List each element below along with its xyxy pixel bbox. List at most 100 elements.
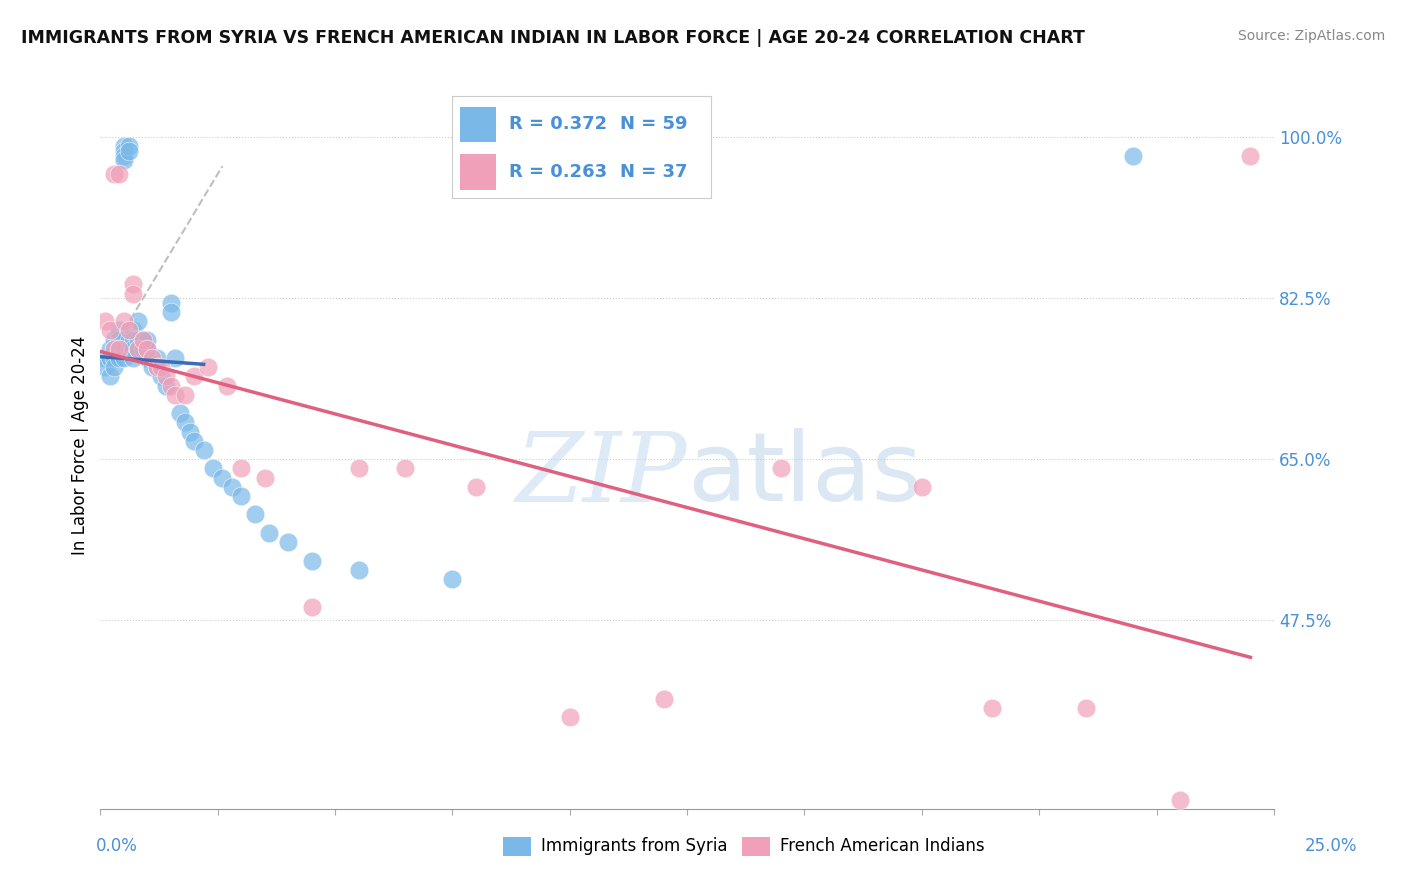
Point [108,333,131,347]
Point [150,360,173,375]
Text: atlas: atlas [688,428,922,521]
Point [301,553,323,567]
Point [911,480,934,494]
Point [159,295,181,310]
Point [221,480,243,494]
Point [253,470,276,484]
Point [183,434,205,448]
Point [108,351,131,365]
Point [127,342,149,356]
Point [136,342,159,356]
Point [108,342,131,356]
Point [159,305,181,319]
Point [136,351,159,365]
Point [103,342,125,356]
Point [103,333,125,347]
Point [94,314,117,328]
Point [127,342,149,356]
Point [103,360,125,375]
Y-axis label: In Labor Force | Age 20-24: In Labor Force | Age 20-24 [72,335,89,555]
Point [179,425,201,439]
Point [98,323,121,337]
Point [98,342,121,356]
Point [301,599,323,614]
Point [122,286,145,301]
Point [1168,793,1191,807]
Point [94,351,117,365]
Point [131,333,153,347]
Point [112,139,135,153]
Point [127,314,149,328]
Text: 25.0%: 25.0% [1305,837,1357,855]
Point [202,461,225,475]
Point [347,563,370,577]
Point [464,480,486,494]
Point [165,351,187,365]
Point [150,369,173,384]
Point [245,508,267,522]
Point [122,351,145,365]
Point [112,144,135,158]
Point [117,139,139,153]
Point [217,378,239,392]
Point [136,333,159,347]
Point [112,148,135,162]
Text: French American Indians: French American Indians [780,837,986,855]
Point [173,416,195,430]
Point [165,388,187,402]
Point [117,144,139,158]
Point [558,710,581,724]
Point [108,167,131,181]
Point [197,360,219,375]
Point [981,700,1004,714]
Point [131,342,153,356]
Point [103,167,125,181]
Point [173,388,195,402]
Text: 0.0%: 0.0% [96,837,138,855]
Point [112,314,135,328]
Point [103,351,125,365]
Point [145,360,167,375]
Point [441,572,464,586]
Point [155,369,177,384]
Point [1239,148,1261,162]
Point [347,461,370,475]
Point [122,277,145,292]
Text: Source: ZipAtlas.com: Source: ZipAtlas.com [1237,29,1385,44]
Point [112,153,135,168]
Point [112,351,135,365]
Point [277,535,299,549]
Point [259,525,281,540]
Point [136,342,159,356]
Point [231,489,253,503]
Point [117,333,139,347]
Text: ZIP: ZIP [516,427,688,522]
Point [1076,700,1098,714]
Point [769,461,792,475]
Point [159,378,181,392]
Point [193,443,215,458]
Point [98,351,121,365]
Text: Immigrants from Syria: Immigrants from Syria [541,837,728,855]
Point [211,470,233,484]
Point [145,351,167,365]
Point [155,378,177,392]
Point [1122,148,1144,162]
Point [122,333,145,347]
Point [145,360,167,375]
Point [183,369,205,384]
Point [117,342,139,356]
Point [108,323,131,337]
Point [103,342,125,356]
Point [652,691,675,706]
Point [169,406,191,420]
Point [108,342,131,356]
Point [141,360,163,375]
Point [112,342,135,356]
Text: IMMIGRANTS FROM SYRIA VS FRENCH AMERICAN INDIAN IN LABOR FORCE | AGE 20-24 CORRE: IMMIGRANTS FROM SYRIA VS FRENCH AMERICAN… [21,29,1085,47]
Point [122,323,145,337]
Point [394,461,416,475]
Point [122,342,145,356]
Point [131,333,153,347]
Point [94,360,117,375]
